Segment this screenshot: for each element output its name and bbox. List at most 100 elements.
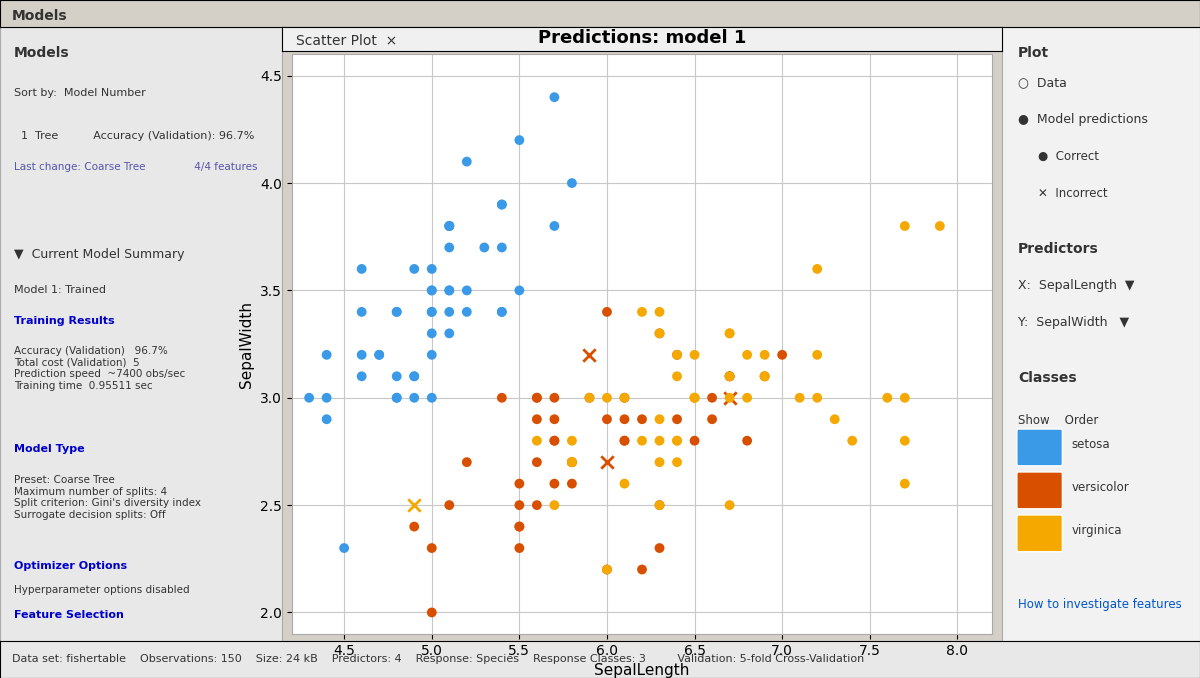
Text: Optimizer Options: Optimizer Options	[14, 561, 127, 571]
Point	[808, 349, 827, 360]
Point	[563, 457, 582, 468]
Point	[895, 220, 914, 231]
Point	[439, 285, 458, 296]
Point	[527, 393, 546, 403]
Point	[720, 393, 739, 403]
Point	[422, 542, 442, 553]
Point	[563, 457, 582, 468]
Point	[738, 435, 757, 446]
Point	[720, 500, 739, 511]
Point	[545, 435, 564, 446]
Point	[632, 435, 652, 446]
Point	[545, 393, 564, 403]
Point	[667, 435, 686, 446]
Point	[317, 393, 336, 403]
Text: Y:  SepalWidth   ▼: Y: SepalWidth ▼	[1018, 315, 1129, 329]
Point	[720, 393, 739, 403]
Point	[650, 500, 670, 511]
Point	[352, 306, 371, 317]
Point	[614, 435, 634, 446]
Point	[598, 457, 617, 468]
X-axis label: SepalLength: SepalLength	[594, 663, 690, 678]
Point	[650, 542, 670, 553]
Point	[492, 306, 511, 317]
Point	[632, 306, 652, 317]
FancyBboxPatch shape	[1016, 429, 1062, 466]
Point	[685, 393, 704, 403]
Point	[527, 500, 546, 511]
Point	[492, 306, 511, 317]
Point	[598, 414, 617, 424]
Point	[598, 564, 617, 575]
Point	[738, 349, 757, 360]
Text: ✕  Incorrect: ✕ Incorrect	[1038, 186, 1108, 199]
Point	[650, 435, 670, 446]
Text: ▼  Current Model Summary: ▼ Current Model Summary	[14, 248, 185, 261]
Point	[545, 478, 564, 489]
Point	[563, 457, 582, 468]
Point	[650, 457, 670, 468]
Point	[370, 349, 389, 360]
Point	[930, 220, 949, 231]
Point	[439, 242, 458, 253]
Point	[773, 349, 792, 360]
Point	[720, 371, 739, 382]
Point	[685, 435, 704, 446]
Point	[614, 393, 634, 403]
Point	[388, 393, 407, 403]
Point	[895, 393, 914, 403]
Point	[580, 349, 599, 360]
Point	[720, 371, 739, 382]
Text: Predictors: Predictors	[1018, 242, 1098, 256]
Point	[720, 328, 739, 339]
Point	[685, 393, 704, 403]
Point	[563, 435, 582, 446]
Text: Classes: Classes	[1018, 371, 1076, 384]
Point	[510, 500, 529, 511]
Point	[422, 306, 442, 317]
Text: X:  SepalLength  ▼: X: SepalLength ▼	[1018, 279, 1134, 292]
Point	[632, 564, 652, 575]
Point	[439, 220, 458, 231]
Point	[650, 306, 670, 317]
Point	[352, 349, 371, 360]
Point	[404, 393, 424, 403]
Point	[404, 521, 424, 532]
Point	[422, 285, 442, 296]
Point	[614, 478, 634, 489]
Point	[650, 328, 670, 339]
Point	[720, 328, 739, 339]
Point	[492, 199, 511, 210]
Point	[614, 393, 634, 403]
Point	[545, 92, 564, 102]
Text: Scatter Plot  ×: Scatter Plot ×	[296, 35, 397, 48]
Point	[510, 135, 529, 146]
Point	[492, 242, 511, 253]
Point	[527, 414, 546, 424]
Point	[422, 264, 442, 275]
Text: Show    Order: Show Order	[1018, 414, 1098, 426]
Point	[457, 306, 476, 317]
Point	[510, 521, 529, 532]
Point	[545, 435, 564, 446]
Point	[755, 371, 774, 382]
Point	[335, 542, 354, 553]
Point	[404, 371, 424, 382]
Point	[685, 393, 704, 403]
Text: Models: Models	[12, 9, 67, 23]
Point	[422, 607, 442, 618]
Point	[422, 328, 442, 339]
Point	[755, 371, 774, 382]
Point	[580, 393, 599, 403]
Point	[842, 435, 862, 446]
Point	[563, 178, 582, 188]
Text: Model Type: Model Type	[14, 444, 85, 454]
Point	[598, 306, 617, 317]
Point	[527, 393, 546, 403]
Point	[650, 500, 670, 511]
Point	[404, 264, 424, 275]
FancyBboxPatch shape	[1016, 472, 1062, 508]
Point	[422, 349, 442, 360]
Point	[667, 414, 686, 424]
Text: Plot: Plot	[1018, 45, 1049, 60]
